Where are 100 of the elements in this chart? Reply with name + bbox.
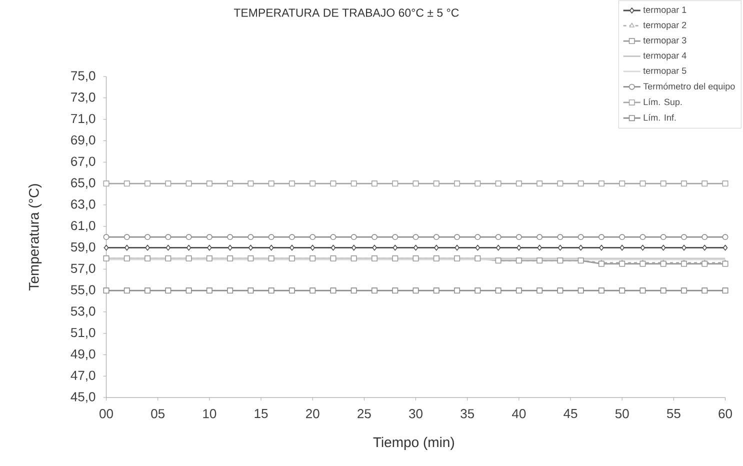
point bbox=[186, 234, 192, 240]
point bbox=[640, 234, 646, 240]
x-tick-label: 45 bbox=[564, 409, 578, 418]
point bbox=[288, 180, 295, 187]
y-tick-label: 69,0 bbox=[71, 135, 96, 146]
point bbox=[454, 288, 460, 294]
x-tick-label: 60 bbox=[718, 409, 732, 418]
point bbox=[516, 234, 522, 240]
point bbox=[598, 260, 604, 267]
point bbox=[412, 180, 419, 187]
point bbox=[165, 288, 172, 294]
point bbox=[682, 244, 686, 251]
point bbox=[619, 260, 626, 267]
point bbox=[433, 234, 440, 240]
point bbox=[660, 234, 666, 240]
point bbox=[288, 234, 295, 240]
point bbox=[536, 288, 543, 294]
point bbox=[558, 244, 563, 251]
x-tick-label: 05 bbox=[151, 409, 165, 418]
point bbox=[372, 244, 377, 251]
point bbox=[619, 234, 626, 240]
point bbox=[702, 260, 708, 267]
point bbox=[144, 288, 151, 294]
point bbox=[598, 288, 604, 294]
point bbox=[248, 180, 254, 187]
point bbox=[372, 288, 378, 294]
point bbox=[681, 288, 687, 294]
point bbox=[702, 244, 707, 251]
point bbox=[454, 234, 460, 240]
point bbox=[722, 180, 728, 187]
point bbox=[536, 234, 543, 240]
y-tick-label: 59,0 bbox=[70, 242, 96, 254]
point bbox=[124, 288, 130, 294]
point bbox=[228, 244, 232, 251]
point bbox=[722, 260, 728, 267]
y-tick-label: 71,0 bbox=[71, 114, 96, 125]
y-tick-label: 63,0 bbox=[71, 200, 96, 210]
point bbox=[392, 234, 398, 240]
point bbox=[310, 234, 316, 240]
point bbox=[640, 180, 646, 187]
point bbox=[599, 244, 604, 251]
x-tick-label: 50 bbox=[615, 409, 629, 418]
legend-label: termopar 4 bbox=[643, 52, 686, 60]
point bbox=[619, 180, 626, 187]
point bbox=[144, 234, 151, 240]
point bbox=[145, 244, 150, 251]
point bbox=[392, 288, 398, 294]
point bbox=[103, 234, 110, 240]
point bbox=[268, 244, 274, 251]
legend-label: Lím. Sup. bbox=[644, 98, 682, 107]
point bbox=[640, 288, 646, 294]
point bbox=[350, 288, 357, 294]
point bbox=[640, 244, 646, 251]
x-tick-label: 00 bbox=[100, 409, 113, 418]
point bbox=[248, 244, 254, 251]
point bbox=[412, 234, 419, 240]
point bbox=[433, 180, 440, 187]
point bbox=[310, 180, 316, 187]
point bbox=[516, 180, 522, 187]
point bbox=[495, 288, 502, 294]
y-tick-label: 65,0 bbox=[71, 178, 96, 189]
point bbox=[681, 180, 687, 187]
point bbox=[578, 234, 584, 240]
point bbox=[536, 180, 543, 187]
point bbox=[103, 180, 110, 187]
point bbox=[392, 180, 398, 187]
point bbox=[496, 244, 501, 251]
point bbox=[660, 180, 666, 187]
legend-label: Termómetro del equipo bbox=[643, 82, 735, 92]
x-tick-label: 15 bbox=[254, 409, 268, 418]
point bbox=[516, 288, 522, 294]
y-tick-label: 61,0 bbox=[71, 220, 96, 232]
point bbox=[474, 180, 481, 187]
point bbox=[412, 288, 419, 294]
point bbox=[350, 234, 357, 240]
point bbox=[578, 244, 584, 251]
point bbox=[372, 180, 378, 187]
point bbox=[722, 288, 728, 294]
point bbox=[248, 288, 254, 294]
point bbox=[330, 234, 336, 240]
x-axis-title: Tiempo (min) bbox=[373, 436, 454, 450]
point bbox=[681, 234, 687, 240]
point bbox=[206, 234, 212, 240]
point bbox=[702, 180, 708, 187]
y-tick-label: 51,0 bbox=[70, 328, 96, 339]
point bbox=[681, 260, 687, 267]
y-tick-label: 67,0 bbox=[71, 156, 96, 168]
point bbox=[578, 288, 584, 294]
legend-label: termopar 1 bbox=[643, 6, 686, 15]
y-tick-label: 73,0 bbox=[71, 92, 96, 104]
point bbox=[660, 288, 666, 294]
point bbox=[330, 180, 336, 187]
point bbox=[290, 244, 294, 251]
legend-label: termopar 3 bbox=[643, 37, 686, 46]
y-tick-label: 47,0 bbox=[70, 370, 96, 382]
y-tick-label: 53,0 bbox=[70, 306, 96, 318]
point bbox=[722, 234, 728, 240]
point bbox=[350, 180, 357, 187]
point bbox=[474, 288, 481, 294]
point bbox=[495, 234, 502, 240]
